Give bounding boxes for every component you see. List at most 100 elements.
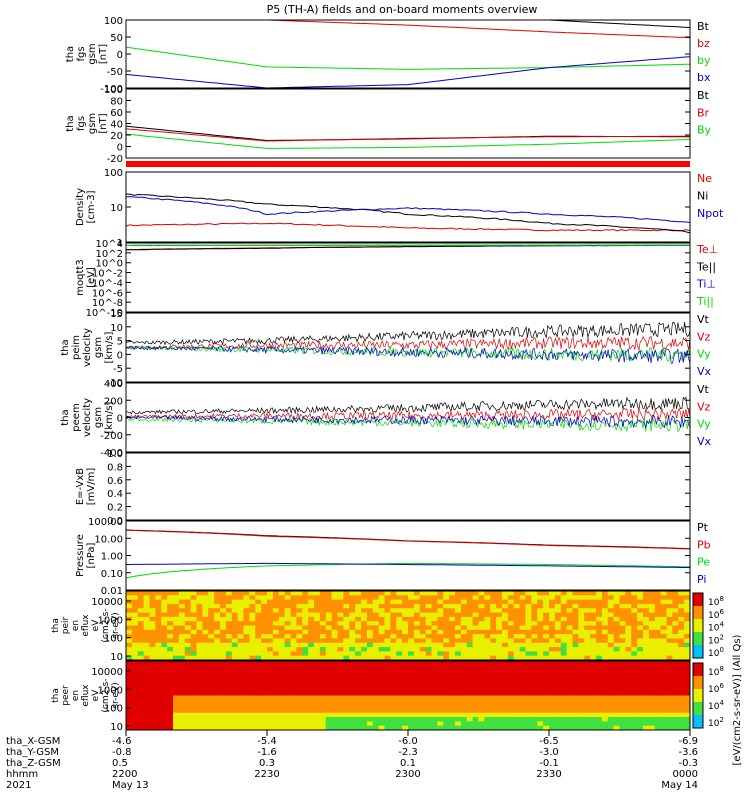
spec-cell	[243, 682, 250, 688]
spec-cell	[325, 603, 333, 609]
spec-cell	[648, 608, 656, 614]
spec-cell	[466, 673, 474, 679]
spec-cell	[243, 699, 250, 705]
spec-cell	[437, 708, 444, 714]
spec-cell	[161, 725, 168, 731]
spec-cell	[537, 625, 544, 631]
spec-cell	[637, 691, 644, 696]
spec-cell	[278, 608, 286, 614]
spec-cell	[290, 721, 297, 727]
spec-cell	[231, 699, 239, 705]
spec-cell	[607, 686, 615, 692]
spec-cell	[601, 629, 609, 635]
spec-cell	[208, 642, 215, 648]
spec-cell	[549, 595, 556, 601]
spec-cell	[419, 616, 427, 622]
spec-cell	[237, 699, 244, 705]
spec-cell	[378, 595, 385, 601]
spec-cell	[278, 638, 286, 644]
spec-cell	[648, 695, 656, 701]
spec-cell	[319, 634, 327, 639]
spec-cell	[255, 647, 262, 652]
spec-cell	[337, 655, 344, 661]
series-density-1	[126, 193, 690, 234]
spec-cell	[619, 591, 626, 596]
spec-cell	[543, 721, 550, 727]
spec-cell	[290, 691, 297, 696]
spec-cell	[460, 704, 468, 709]
spec-cell	[243, 691, 250, 696]
spec-cell	[214, 642, 221, 648]
colorbar-cell	[693, 695, 703, 700]
spec-cell	[660, 621, 667, 626]
spec-cell	[378, 642, 385, 648]
spec-cell	[178, 725, 186, 731]
spec-cell	[590, 634, 597, 639]
spec-cell	[654, 708, 662, 714]
spec-cell	[460, 678, 468, 684]
spec-cell	[525, 704, 532, 709]
spec-cell	[325, 691, 333, 696]
spec-cell	[619, 712, 626, 718]
spec-cell	[366, 669, 374, 675]
spec-cell	[331, 673, 338, 679]
spec-cell	[143, 708, 150, 714]
spec-cell	[396, 673, 403, 679]
spec-cell	[167, 612, 174, 618]
spec-cell	[537, 725, 544, 731]
spec-cell	[513, 717, 521, 722]
spec-cell	[278, 642, 286, 648]
spec-cell	[566, 612, 573, 618]
spec-cell	[654, 621, 662, 626]
spec-cell	[549, 661, 556, 666]
spec-cell	[578, 712, 585, 718]
spec-cell	[331, 665, 338, 671]
spec-cell	[666, 695, 673, 701]
spec-cell	[513, 695, 521, 701]
spec-cell	[137, 591, 145, 596]
spec-cell	[131, 625, 139, 631]
spec-cell	[343, 603, 350, 609]
spec-cell	[225, 599, 233, 605]
spec-cell	[337, 634, 344, 639]
spec-cell	[378, 699, 385, 705]
series-fgs-2	[126, 46, 690, 70]
spec-cell	[549, 669, 556, 675]
spec-cell	[531, 712, 538, 718]
series-peem-3	[126, 414, 690, 429]
spec-cell	[243, 651, 250, 657]
spec-cell	[572, 712, 579, 718]
spec-cell	[519, 661, 526, 666]
spec-cell	[220, 608, 227, 614]
colorbar-cell	[693, 606, 703, 610]
spec-cell	[519, 699, 526, 705]
spec-cell	[243, 603, 250, 609]
spec-cell	[272, 612, 280, 618]
spec-cell	[590, 638, 597, 644]
spec-cell	[484, 591, 491, 596]
spec-cell	[225, 717, 233, 722]
spec-cell	[131, 599, 139, 605]
spec-cell	[343, 625, 350, 631]
spec-cell	[261, 695, 268, 701]
spec-cell	[237, 621, 244, 626]
spec-cell	[231, 673, 239, 679]
spec-cell	[666, 712, 673, 718]
spec-cell	[184, 616, 192, 622]
spec-cell	[596, 599, 603, 605]
spec-cell	[625, 721, 632, 727]
spec-cell	[607, 691, 615, 696]
spec-cell	[261, 682, 268, 688]
spec-cell	[496, 695, 503, 701]
spec-cell	[584, 599, 591, 605]
spec-cell	[496, 665, 503, 671]
spec-cell	[619, 642, 626, 648]
spec-cell	[302, 665, 309, 671]
spec-cell	[484, 651, 491, 657]
spec-cell	[596, 673, 603, 679]
spec-cell	[149, 712, 156, 718]
spec-cell	[237, 725, 244, 731]
ytick-label-peim: -5	[113, 364, 123, 375]
spec-cell	[596, 634, 603, 639]
spec-cell	[648, 721, 656, 727]
